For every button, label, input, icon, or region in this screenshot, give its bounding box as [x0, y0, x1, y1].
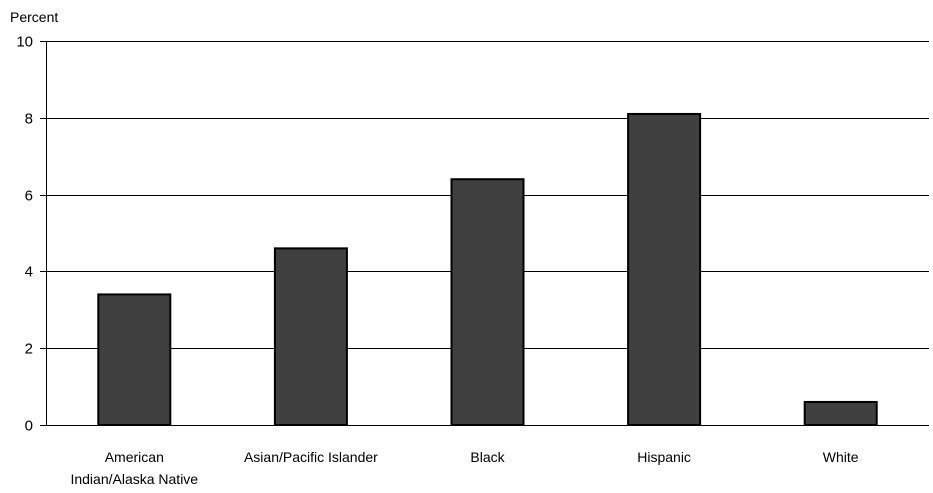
y-axis-title: Percent — [10, 9, 58, 25]
y-tick-labels: 0 2 4 6 8 10 — [16, 34, 46, 435]
bar-3 — [627, 112, 702, 427]
bar-1 — [273, 247, 348, 426]
y-tick-label-4: 4 — [25, 264, 33, 281]
y-tick-label-10: 10 — [16, 34, 33, 51]
bar-2 — [450, 178, 525, 426]
y-tick-label-6: 6 — [25, 188, 33, 205]
category-label-2: Black — [470, 449, 505, 465]
category-label-0-line-1: Indian/Alaska Native — [70, 471, 198, 487]
bar-4 — [803, 400, 878, 426]
category-label-0-line-0: American — [105, 449, 164, 465]
category-label-3: Hispanic — [637, 449, 691, 465]
y-tick-label-8: 8 — [25, 111, 33, 128]
y-tick-label-2: 2 — [25, 341, 33, 358]
y-tick-label-0: 0 — [25, 418, 33, 435]
category-label-4: White — [823, 449, 859, 465]
bar-0 — [97, 293, 172, 426]
category-label-1: Asian/Pacific Islander — [244, 449, 378, 465]
category-labels: American Indian/Alaska Native Asian/Pacifi… — [70, 449, 858, 487]
bars — [97, 112, 878, 427]
axes — [46, 41, 929, 426]
